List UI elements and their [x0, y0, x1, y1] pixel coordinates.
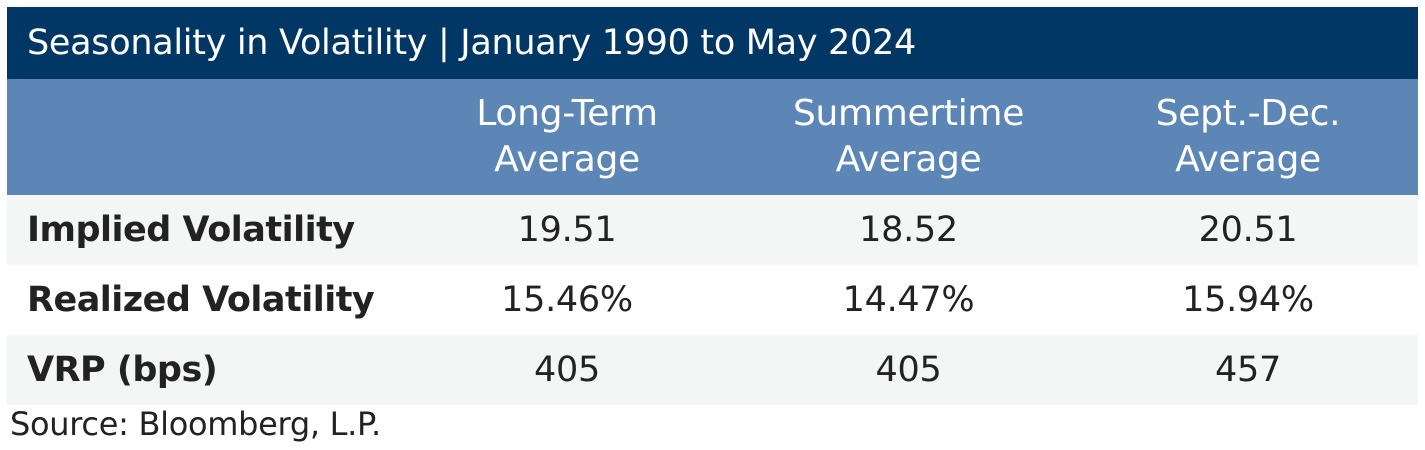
- table-cell: 20.51: [1198, 210, 1298, 250]
- table-cell: 405: [534, 350, 600, 390]
- column-header-sept-dec: Sept.-Dec. Average: [1078, 91, 1418, 183]
- row-label: Realized Volatility: [27, 280, 375, 320]
- table-cell: 14.47%: [842, 280, 975, 320]
- column-header-line: Long-Term: [476, 93, 658, 134]
- table-cell: 15.94%: [1182, 280, 1314, 320]
- table-cell: 19.51: [517, 210, 617, 250]
- table-cell: 405: [875, 350, 942, 390]
- column-header-line: Sept.-Dec.: [1155, 93, 1341, 134]
- column-header-summertime: Summertime Average: [739, 91, 1078, 183]
- table-row-implied-volatility: Implied Volatility 19.51 18.52 20.51: [7, 195, 1418, 265]
- row-label: VRP (bps): [27, 350, 218, 390]
- column-header-line: Average: [1175, 139, 1321, 180]
- column-header-line: Average: [494, 139, 640, 180]
- column-header-long-term: Long-Term Average: [395, 91, 739, 183]
- row-label: Implied Volatility: [27, 210, 355, 250]
- column-header-line: Average: [835, 139, 982, 180]
- table-cell: 18.52: [859, 210, 958, 250]
- column-header-row: Long-Term Average Summertime Average Sep…: [7, 79, 1418, 195]
- table-row-realized-volatility: Realized Volatility 15.46% 14.47% 15.94%: [7, 265, 1418, 335]
- table-cell: 15.46%: [501, 280, 633, 320]
- source-note: Source: Bloomberg, L.P.: [10, 405, 381, 443]
- table-row-vrp: VRP (bps) 405 405 457: [7, 335, 1418, 405]
- table-title: Seasonality in Volatility | January 1990…: [7, 7, 1418, 79]
- table-cell: 457: [1215, 350, 1281, 390]
- column-header-line: Summertime: [792, 93, 1025, 134]
- volatility-table: Seasonality in Volatility | January 1990…: [7, 7, 1418, 405]
